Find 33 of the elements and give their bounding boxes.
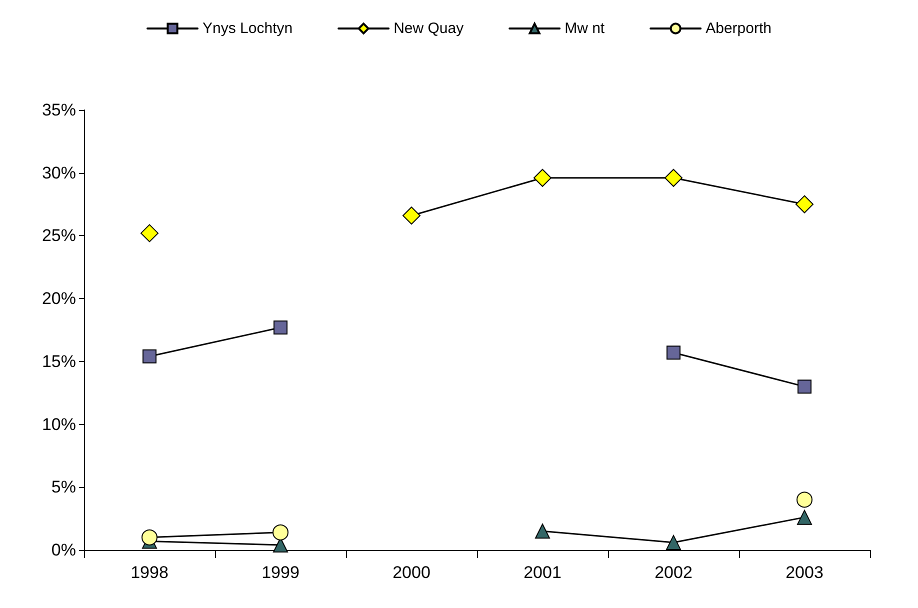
y-tick-label: 15% (42, 352, 76, 371)
x-tick-label: 2000 (392, 563, 430, 582)
point (142, 349, 156, 364)
legend-label: Ynys Lochtyn (202, 20, 293, 37)
point (666, 534, 681, 550)
point (796, 492, 812, 508)
point (274, 320, 288, 334)
legend-label: Mw nt (564, 20, 606, 37)
point (140, 224, 158, 242)
point (666, 346, 680, 360)
y-tick-label: 30% (42, 163, 76, 182)
x-tick-label: 2002 (654, 563, 692, 582)
point (402, 206, 420, 225)
point (796, 195, 814, 214)
point (664, 168, 682, 187)
legend-label: New Quay (394, 20, 464, 37)
x-tick-label: 2003 (786, 563, 824, 582)
point (534, 168, 552, 187)
point (272, 524, 288, 540)
y-tick-label: 0% (51, 540, 76, 560)
legend-label: Aberporth (706, 20, 772, 37)
y-tick-label: 20% (42, 289, 76, 308)
point (142, 529, 158, 546)
x-tick-label: 2001 (524, 563, 562, 582)
x-tick-label: 1999 (262, 563, 300, 582)
y-tick-label: 5% (51, 478, 76, 497)
y-tick-label: 35% (42, 100, 76, 120)
point (797, 510, 812, 525)
x-tick-label: 1998 (130, 563, 168, 582)
y-tick-label: 10% (42, 414, 76, 434)
point (535, 524, 550, 539)
point (798, 380, 812, 394)
y-tick-label: 25% (42, 226, 76, 246)
